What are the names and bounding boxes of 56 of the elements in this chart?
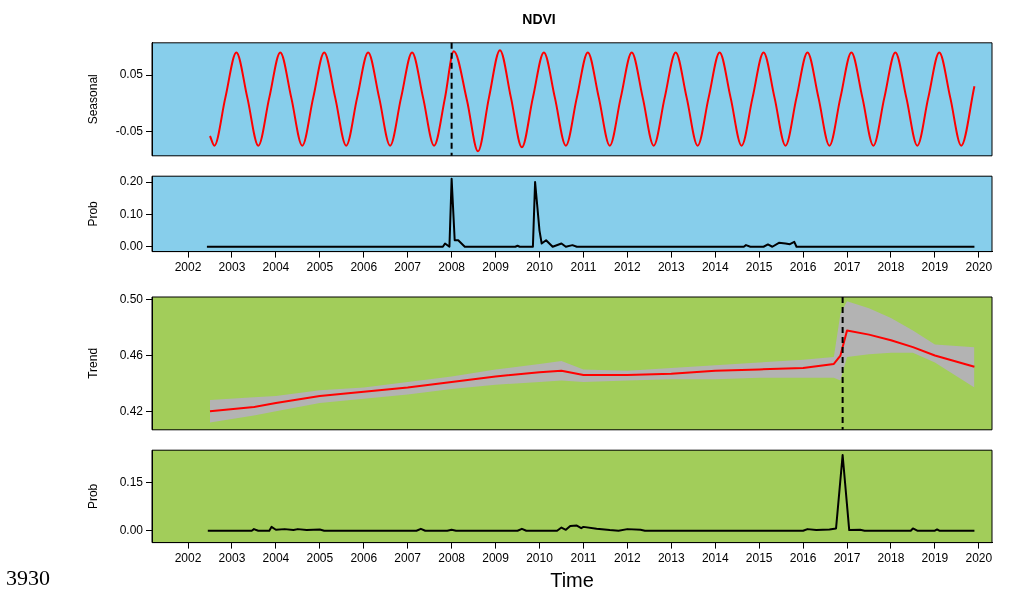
x-tick-label: 2017 [833,551,861,566]
x-tick-label: 2016 [789,551,817,566]
y-tick-label: 0.46 [119,347,144,362]
y-axis-title: Trend [85,347,100,379]
x-axis-title: Time [550,568,594,591]
x-tick-label: 2019 [921,260,949,275]
y-tick-label: 0.10 [119,206,144,221]
x-tick-label: 2011 [570,260,597,275]
x-tick-label: 2014 [701,551,729,566]
x-tick-label: 2012 [614,551,642,566]
x-tick-label: 2018 [877,260,905,275]
x-tick-label: 2008 [438,551,466,566]
y-axis-title: Prob [85,200,100,227]
x-tick-label: 2013 [657,260,685,275]
y-tick-label: 0.20 [119,174,144,189]
y-tick-label: 0.50 [119,292,144,307]
x-tick-label: 2019 [921,551,949,566]
x-tick-label: 2007 [394,551,422,566]
x-tick-label: 2020 [965,260,993,275]
x-tick-label: 2010 [526,260,554,275]
x-tick-label: 2018 [877,551,905,566]
x-tick-label: 2005 [306,551,334,566]
y-tick-label: 0.05 [119,67,144,82]
y-axis-title: Prob [85,483,100,510]
x-tick-label: 2003 [218,551,246,566]
x-tick-label: 2017 [833,260,861,275]
x-tick-label: 2002 [174,551,202,566]
x-tick-label: 2007 [394,260,422,275]
x-tick-label: 2016 [789,260,817,275]
x-tick-label: 2013 [657,551,685,566]
x-tick-label: 2010 [526,551,554,566]
x-tick-label: 2008 [438,260,466,275]
x-tick-label: 2020 [965,551,993,566]
x-tick-label: 2004 [262,260,290,275]
y-tick-label: -0.05 [115,123,144,138]
x-tick-label: 2002 [174,260,202,275]
y-tick-label: 0.00 [119,523,144,538]
y-tick-label: 0.42 [119,403,144,418]
x-tick-label: 2003 [218,260,246,275]
y-tick-label: 0.15 [119,474,144,489]
x-tick-label: 2012 [614,260,642,275]
x-tick-label: 2015 [745,260,773,275]
x-tick-label: 2009 [482,260,510,275]
x-tick-label: 2009 [482,551,510,566]
x-tick-label: 2005 [306,260,334,275]
x-tick-label: 2004 [262,551,290,566]
y-axis-title: Seasonal [85,74,100,125]
x-tick-label: 2006 [350,551,378,566]
x-tick-label: 2015 [745,551,773,566]
x-tick-label: 2006 [350,260,378,275]
chart-title: NDVI [522,11,556,28]
x-tick-label: 2014 [701,260,729,275]
x-tick-label: 2011 [570,551,597,566]
line-series [208,49,976,153]
y-tick-label: 0.00 [119,239,144,254]
text: 3930 [6,565,50,591]
